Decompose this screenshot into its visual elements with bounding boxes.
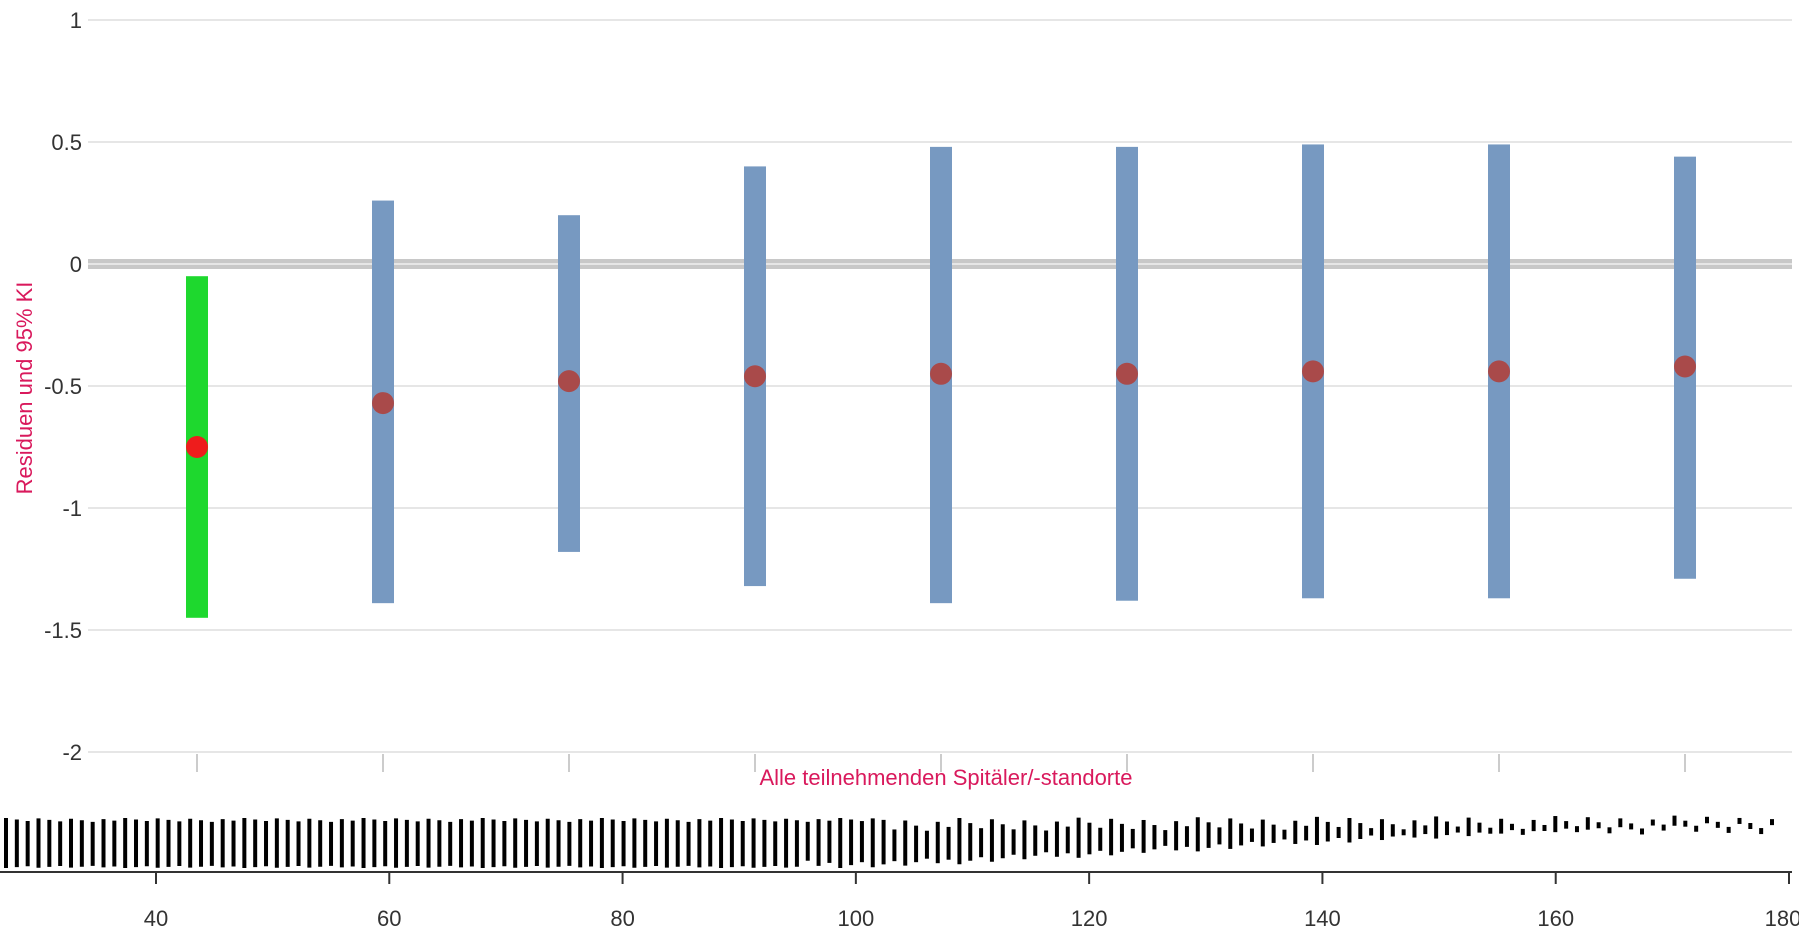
residual-point[interactable] [1302, 360, 1324, 383]
x-axis-ticks [196, 754, 1686, 772]
y-tick-label: -1 [62, 496, 82, 521]
residual-point[interactable] [1116, 362, 1138, 385]
navigator[interactable]: 40 60 80 100 120 140 160 180 [0, 815, 1799, 931]
navigator-tick-label: 180 [1765, 906, 1799, 931]
residual-point[interactable] [930, 362, 952, 385]
y-axis-title: Residuen und 95% KI [12, 282, 37, 495]
navigator-tick-label: 160 [1537, 906, 1574, 931]
navigator-tick-label: 120 [1071, 906, 1108, 931]
y-axis-tick-labels: 1 0.5 0 -0.5 -1 -1.5 -2 [44, 8, 82, 765]
navigator-tick-labels: 40 60 80 100 120 140 160 180 [144, 872, 1799, 931]
residual-point[interactable] [558, 370, 580, 393]
residual-points [186, 355, 1696, 458]
navigator-tick-label: 60 [377, 906, 401, 931]
navigator-tick-label: 80 [610, 906, 634, 931]
navigator-tick-label: 40 [144, 906, 168, 931]
y-tick-label: 1 [70, 8, 82, 33]
navigator-tick-label: 100 [837, 906, 874, 931]
x-axis-title: Alle teilnehmenden Spitäler/-standorte [759, 765, 1132, 790]
y-tick-label: 0 [70, 252, 82, 277]
residual-point[interactable] [744, 365, 766, 388]
navigator-tick-label: 140 [1304, 906, 1341, 931]
y-tick-label: -2 [62, 740, 82, 765]
y-tick-label: -0.5 [44, 374, 82, 399]
y-tick-label: -1.5 [44, 618, 82, 643]
residual-point[interactable] [372, 392, 394, 415]
residual-point[interactable] [1488, 360, 1510, 383]
residual-point-highlighted[interactable] [186, 436, 208, 458]
navigator-series [4, 815, 1774, 868]
y-tick-label: 0.5 [51, 130, 82, 155]
residual-point[interactable] [1674, 355, 1696, 378]
